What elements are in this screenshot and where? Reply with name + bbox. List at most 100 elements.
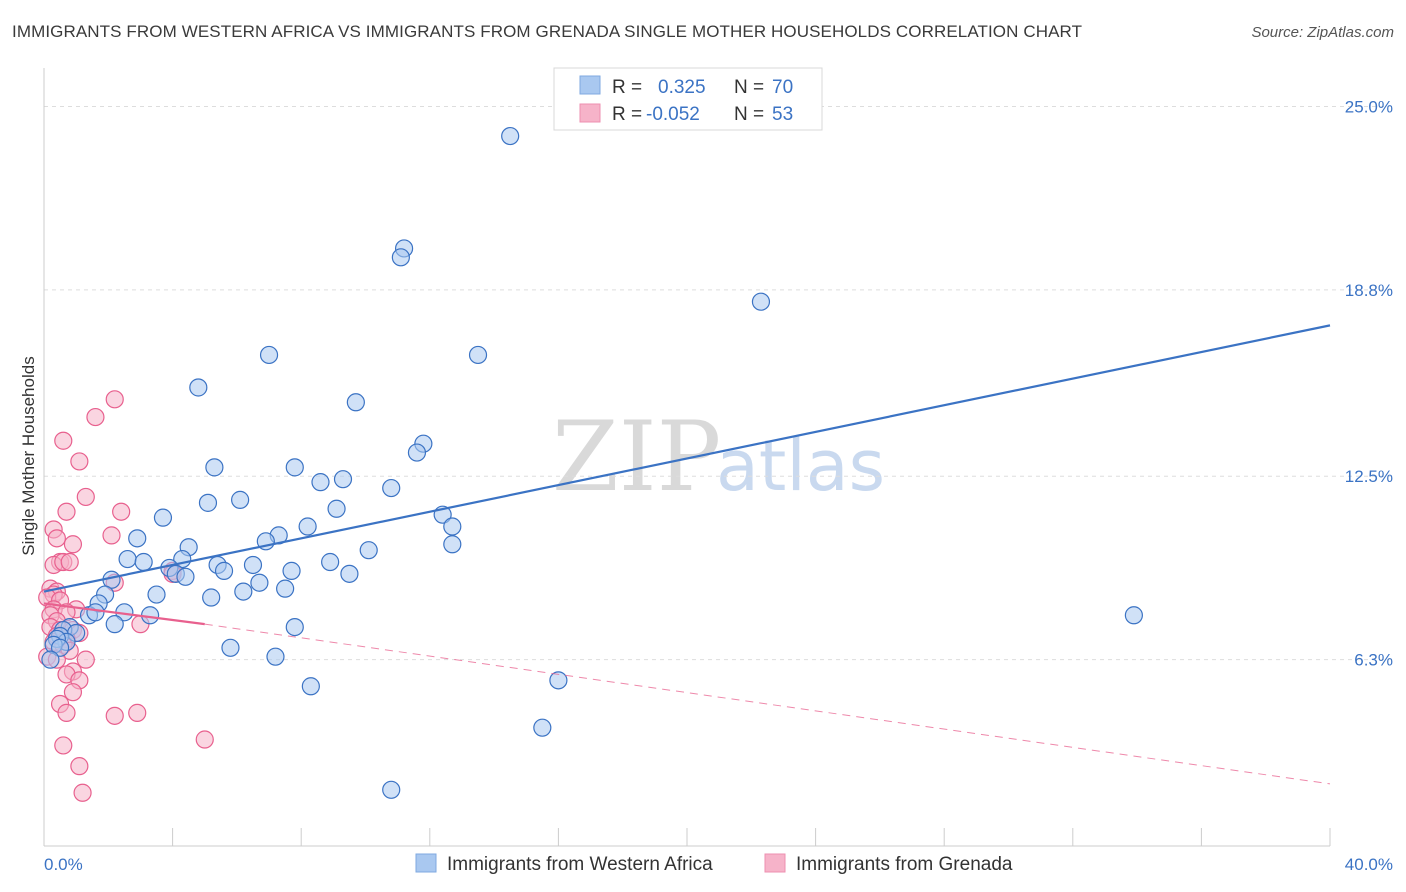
x-tick-label-max: 40.0% bbox=[1345, 855, 1393, 874]
watermark: ZIP atlas bbox=[552, 401, 885, 513]
stats-legend: R = 0.325 N = 70 R = -0.052 N = 53 bbox=[553, 67, 823, 131]
western-africa-point bbox=[276, 579, 295, 598]
western-africa-point bbox=[327, 499, 346, 518]
western-africa-point bbox=[250, 573, 269, 592]
legend-n-label-pink: N = bbox=[734, 104, 764, 125]
western-africa-point bbox=[41, 650, 60, 669]
western-africa-point bbox=[407, 443, 427, 462]
grenada-point bbox=[128, 703, 147, 722]
western-africa-point bbox=[533, 718, 552, 737]
legend-swatch-blue bbox=[579, 75, 601, 95]
western-africa-point bbox=[214, 561, 234, 580]
grenada-point bbox=[54, 736, 73, 755]
western-africa-point bbox=[382, 780, 401, 799]
grenada-point bbox=[105, 390, 124, 409]
western-africa-point bbox=[231, 490, 250, 509]
grenada-point bbox=[102, 526, 121, 545]
legend-swatch-pink bbox=[579, 103, 601, 123]
y-tick-label: 12.5% bbox=[1345, 467, 1393, 486]
grenada-point bbox=[57, 703, 76, 722]
grenada-point bbox=[57, 502, 76, 521]
western-africa-point bbox=[266, 647, 285, 666]
grenada-point bbox=[70, 757, 89, 776]
western-africa-point bbox=[153, 508, 173, 527]
y-axis-title: Single Mother Households bbox=[19, 356, 38, 555]
series-legend-label-blue: Immigrants from Western Africa bbox=[447, 854, 713, 875]
legend-n-value-blue: 70 bbox=[772, 77, 793, 98]
western-africa-point bbox=[86, 603, 105, 622]
western-africa-point bbox=[340, 564, 359, 583]
western-africa-point bbox=[234, 582, 253, 601]
watermark-atlas: atlas bbox=[716, 425, 885, 507]
grenada-point bbox=[47, 529, 66, 548]
western-africa-point bbox=[301, 677, 320, 696]
western-africa-point bbox=[118, 549, 137, 569]
grenada-point bbox=[195, 730, 214, 749]
grid-lines bbox=[44, 105, 1393, 661]
western-africa-point bbox=[501, 126, 520, 146]
western-africa-point bbox=[282, 561, 301, 580]
western-africa-point bbox=[391, 248, 410, 267]
x-tick-label-min: 0.0% bbox=[44, 855, 83, 874]
grenada-point bbox=[73, 783, 92, 802]
trend-line-grenada-extension bbox=[204, 623, 1331, 785]
trend-line-western-africa bbox=[43, 324, 1331, 593]
western-africa-point bbox=[198, 493, 218, 512]
western-africa-point bbox=[189, 378, 208, 397]
grenada-point bbox=[63, 683, 83, 702]
western-africa-point bbox=[285, 617, 304, 637]
series-western-africa-points bbox=[41, 126, 1143, 799]
trend-line-grenada bbox=[43, 602, 205, 626]
series-legend: Immigrants from Western Africa Immigrant… bbox=[415, 853, 1013, 875]
source-label: Source: ZipAtlas.com bbox=[1251, 24, 1394, 41]
western-africa-point bbox=[1124, 606, 1143, 625]
grenada-point bbox=[86, 407, 105, 427]
western-africa-point bbox=[298, 517, 317, 536]
western-africa-point bbox=[751, 292, 771, 311]
western-africa-point bbox=[549, 671, 568, 690]
x-ticks bbox=[43, 828, 1331, 846]
y-tick-labels: 6.3% 12.5% 18.8% 25.0% bbox=[1345, 97, 1393, 669]
western-africa-point bbox=[311, 473, 330, 492]
series-legend-swatch-blue bbox=[415, 853, 437, 873]
western-africa-point bbox=[321, 552, 340, 572]
western-africa-point bbox=[259, 345, 279, 365]
western-africa-point bbox=[443, 535, 462, 554]
grenada-point bbox=[76, 487, 95, 507]
western-africa-point bbox=[176, 567, 195, 586]
western-africa-point bbox=[382, 478, 401, 498]
trend-lines bbox=[43, 324, 1331, 785]
western-africa-point bbox=[333, 470, 353, 489]
western-africa-point bbox=[468, 345, 488, 365]
grenada-point bbox=[76, 650, 95, 669]
grenada-point bbox=[60, 552, 79, 572]
western-africa-point bbox=[50, 638, 70, 657]
legend-n-label-blue: N = bbox=[734, 77, 764, 98]
western-africa-point bbox=[359, 541, 378, 560]
legend-r-value-pink: -0.052 bbox=[646, 104, 700, 125]
series-grenada-points bbox=[38, 390, 214, 802]
western-africa-point bbox=[443, 517, 462, 536]
y-tick-label: 18.8% bbox=[1345, 281, 1393, 300]
western-africa-point bbox=[243, 555, 263, 575]
western-africa-point bbox=[205, 458, 224, 477]
western-africa-point bbox=[134, 552, 153, 572]
western-africa-point bbox=[221, 638, 240, 657]
x-tick-labels: 0.0% 40.0% bbox=[44, 855, 1393, 874]
series-legend-label-pink: Immigrants from Grenada bbox=[796, 854, 1013, 875]
series-legend-swatch-pink bbox=[764, 853, 786, 873]
western-africa-point bbox=[105, 615, 124, 634]
legend-n-value-pink: 53 bbox=[772, 104, 793, 125]
grenada-point bbox=[54, 431, 73, 450]
western-africa-point bbox=[285, 458, 304, 477]
grenada-point bbox=[112, 502, 131, 521]
y-tick-label: 25.0% bbox=[1345, 97, 1393, 116]
legend-r-label-pink: R = bbox=[612, 104, 642, 125]
grenada-point bbox=[105, 706, 124, 725]
grenada-point bbox=[63, 535, 83, 554]
legend-r-label-blue: R = bbox=[612, 77, 642, 98]
western-africa-point bbox=[346, 393, 365, 412]
western-africa-point bbox=[128, 529, 147, 548]
grenada-point bbox=[70, 452, 89, 471]
